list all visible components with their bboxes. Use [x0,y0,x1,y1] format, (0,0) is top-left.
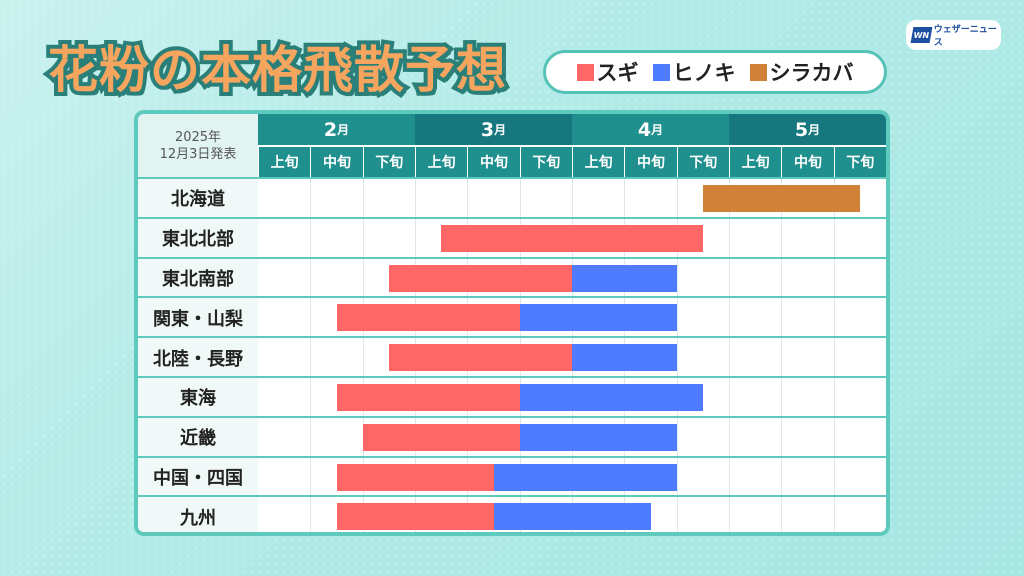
region-label: 東北北部 [138,218,258,258]
legend-item-shirakaba: シラカバ [749,57,854,87]
bar-ヒノキ [519,423,677,451]
weathernews-logo: WN ウェザーニュース [906,20,1001,50]
period-header: 中旬 [781,147,834,177]
issued-date: 2025年 12月3日発表 [138,114,258,178]
issued-day: 12月3日発表 [159,147,237,162]
bar-ヒノキ [493,503,651,531]
region-label: 中国・四国 [138,457,258,497]
legend-item-sugi: スギ [576,57,639,87]
logo-mark: WN [910,27,933,43]
logo-text: ウェザーニュース [933,25,997,48]
bar-スギ [336,503,494,531]
row-divider [138,216,886,219]
pollen-chart: 2025年 12月3日発表 2 月 3 月 4 月 5 月上旬 中旬 下旬 上旬 中旬 下旬 上旬 中旬 下旬… [134,110,890,536]
region-label: 関東・山梨 [138,298,258,338]
bar-スギ [388,264,572,292]
period-header: 下旬 [833,147,886,177]
row-divider [138,336,886,339]
bar-スギ [362,423,520,451]
month-unit: 月 [808,123,821,137]
bar-ヒノキ [572,344,677,372]
grid-line [676,178,678,532]
month-unit: 月 [651,123,664,137]
period-header: 中旬 [624,147,677,177]
region-label: 東北南部 [138,258,258,298]
bar-ヒノキ [572,264,677,292]
legend: スギ ヒノキ シラカバ [543,50,887,94]
legend-swatch [576,63,594,81]
period-header: 下旬 [676,147,729,177]
issued-year: 2025年 [174,130,222,145]
chart-grid: 2025年 12月3日発表 2 月 3 月 4 月 5 月上旬 中旬 下旬 上旬 中旬 下旬 上旬 中旬 下旬… [138,114,886,532]
legend-label: シラカバ [769,61,854,85]
bar-スギ [336,463,494,491]
bar-ヒノキ [519,304,677,332]
period-header: 中旬 [310,147,363,177]
period-header: 上旬 [415,147,468,177]
legend-label: スギ [596,61,639,85]
period-header: 上旬 [258,147,311,177]
grid-line [362,178,364,532]
grid-line [833,178,835,532]
grid-line [781,178,783,532]
period-header: 上旬 [572,147,625,177]
row-divider [138,296,886,299]
bar-スギ [336,304,520,332]
period-header: 上旬 [729,147,782,177]
bar-ヒノキ [493,463,677,491]
row-divider [138,455,886,458]
bar-スギ [441,224,703,252]
bar-スギ [336,384,520,411]
legend-swatch [652,63,670,81]
region-label: 北陸・長野 [138,338,258,377]
month-unit: 月 [494,123,507,137]
month-unit: 月 [337,123,350,137]
period-header: 中旬 [467,147,520,177]
grid-line [310,178,312,532]
legend-label: ヒノキ [672,61,736,85]
period-header: 下旬 [362,147,415,177]
period-header: 下旬 [519,147,572,177]
row-divider [138,495,886,498]
bar-スギ [388,344,572,372]
grid-line [729,178,730,532]
row-divider [138,376,886,378]
legend-item-hinoki: ヒノキ [652,57,736,87]
page-title: 花粉の本格飛散予想 [44,37,510,103]
region-label: 東海 [138,378,258,417]
region-label: 九州 [138,497,258,532]
legend-swatch [749,63,767,81]
bar-シラカバ [702,185,860,212]
region-label: 近畿 [138,417,258,457]
region-label: 北海道 [138,179,258,218]
row-divider [138,177,886,179]
bar-ヒノキ [519,384,703,411]
row-divider [138,415,886,418]
row-divider [138,256,886,259]
